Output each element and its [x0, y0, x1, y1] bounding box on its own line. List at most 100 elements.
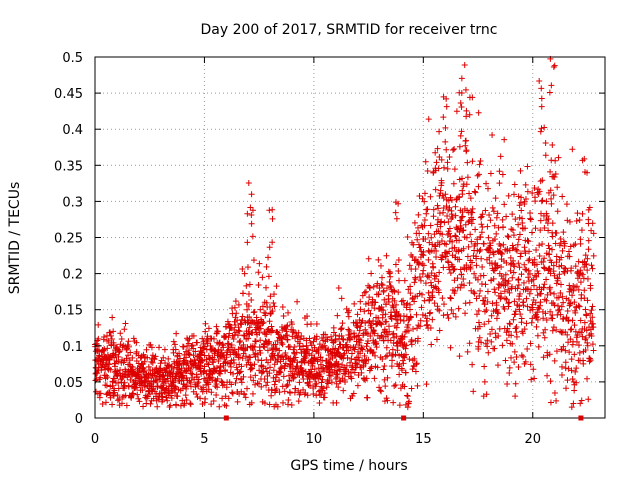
data-point	[362, 320, 369, 327]
data-point	[117, 330, 124, 337]
data-point	[574, 210, 581, 217]
data-point	[117, 341, 124, 348]
data-point	[212, 348, 219, 355]
data-point	[380, 287, 387, 294]
data-point	[205, 386, 212, 393]
data-point	[588, 307, 595, 314]
data-point	[512, 216, 519, 223]
data-point	[413, 325, 420, 332]
data-point	[443, 146, 450, 153]
data-point	[278, 339, 285, 346]
data-point	[203, 356, 210, 363]
data-point	[143, 346, 150, 353]
data-point	[462, 86, 469, 93]
data-point	[486, 245, 493, 252]
data-point	[548, 157, 555, 164]
data-point	[512, 380, 519, 387]
data-point	[363, 375, 370, 382]
data-point	[250, 347, 257, 354]
data-point	[340, 387, 347, 394]
data-point	[495, 284, 502, 291]
data-point	[264, 379, 271, 386]
data-point	[452, 212, 459, 219]
data-point	[516, 264, 523, 271]
data-point	[554, 275, 561, 282]
data-point	[205, 361, 212, 368]
data-point	[291, 370, 298, 377]
data-point	[190, 352, 197, 359]
data-point	[261, 344, 268, 351]
data-point	[509, 283, 516, 290]
data-point	[440, 195, 447, 202]
data-point	[425, 256, 432, 263]
data-point	[288, 401, 295, 408]
data-point	[285, 397, 292, 404]
data-point	[259, 303, 266, 310]
data-point	[483, 180, 490, 187]
data-point	[584, 275, 591, 282]
data-point	[476, 323, 483, 330]
data-point	[557, 311, 564, 318]
data-point	[424, 321, 431, 328]
data-point	[130, 366, 137, 373]
data-point	[374, 280, 381, 287]
data-point	[452, 232, 459, 239]
data-point	[521, 198, 528, 205]
data-point	[566, 349, 573, 356]
data-point	[306, 375, 313, 382]
data-point	[273, 283, 280, 290]
data-point	[577, 317, 584, 324]
data-point	[234, 332, 241, 339]
data-point	[486, 254, 493, 261]
data-point	[110, 328, 117, 335]
data-point	[245, 328, 252, 335]
data-point	[585, 396, 592, 403]
data-point	[422, 280, 429, 287]
data-point	[460, 275, 467, 282]
data-point	[444, 165, 451, 172]
data-point	[471, 270, 478, 277]
data-point	[272, 378, 279, 385]
data-point	[268, 323, 275, 330]
data-point	[192, 383, 199, 390]
data-point	[584, 375, 591, 382]
data-point	[392, 209, 399, 216]
data-point	[180, 343, 187, 350]
data-point	[458, 271, 465, 278]
data-point	[555, 154, 562, 161]
data-point	[216, 340, 223, 347]
data-point	[416, 274, 423, 281]
data-point	[575, 286, 582, 293]
data-point	[386, 323, 393, 330]
data-point	[515, 363, 522, 370]
data-point	[570, 242, 577, 249]
data-point	[507, 254, 514, 261]
data-point	[187, 366, 194, 373]
data-point	[323, 384, 330, 391]
data-point	[524, 237, 531, 244]
data-point	[522, 266, 529, 273]
data-point	[507, 321, 514, 328]
data-point	[465, 243, 472, 250]
data-point	[432, 149, 439, 156]
data-point	[151, 356, 158, 363]
data-point	[251, 361, 258, 368]
data-point	[270, 299, 277, 306]
data-point	[319, 357, 326, 364]
data-point	[517, 199, 524, 206]
data-point	[390, 287, 397, 294]
data-point	[489, 204, 496, 211]
data-point	[582, 261, 589, 268]
data-point	[104, 374, 111, 381]
data-point	[384, 331, 391, 338]
data-point	[481, 363, 488, 370]
data-point	[382, 301, 389, 308]
data-point	[562, 365, 569, 372]
data-point	[551, 357, 558, 364]
data-point	[399, 367, 406, 374]
data-point	[135, 395, 142, 402]
data-point	[548, 82, 555, 89]
data-point	[504, 233, 511, 240]
data-point	[268, 387, 275, 394]
